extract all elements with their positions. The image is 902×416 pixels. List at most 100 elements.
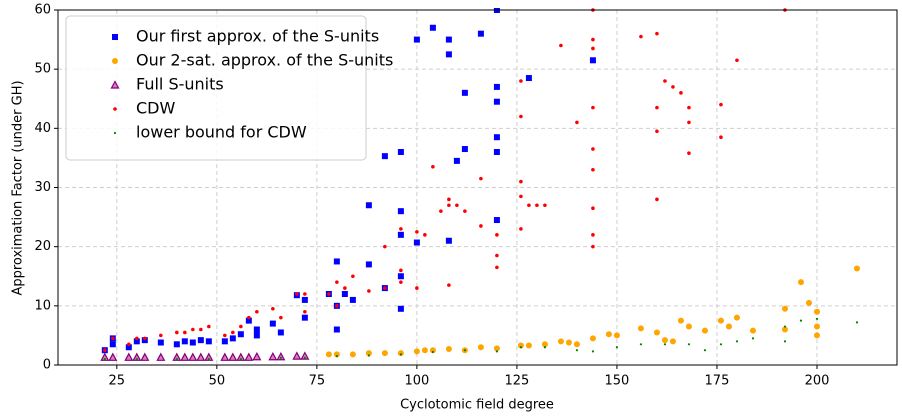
point [671,85,675,89]
point [493,345,500,352]
legend-box [65,15,367,161]
point [413,348,420,355]
point [493,134,500,141]
point [349,296,356,303]
point [271,306,275,311]
point [519,227,523,231]
y-tick-label: 10 [34,298,51,313]
point [493,98,500,105]
point [335,280,339,284]
point [493,83,500,90]
point [423,233,427,237]
point [279,356,282,359]
point [228,352,238,361]
point [783,340,787,343]
point [543,203,547,208]
point [413,239,420,246]
point [303,292,307,296]
point [477,344,484,351]
point [557,338,564,345]
point [815,317,819,320]
point [797,279,804,286]
point [279,315,283,320]
point [453,157,460,164]
point [333,351,340,358]
y-axis-label: Approximation Factor (under GH) [11,80,26,295]
point [220,352,230,361]
point [591,147,595,151]
point [783,325,787,328]
point [133,338,140,345]
point [269,320,276,327]
point [687,120,691,125]
point [605,331,612,338]
point [237,331,244,338]
point [181,338,188,345]
point [301,314,308,321]
legend-marker [112,34,118,40]
point [655,129,659,134]
point [591,167,595,172]
y-tick-label: 20 [34,239,51,254]
point [415,286,419,290]
point [519,179,523,184]
x-tick-label: 25 [109,374,126,389]
point [687,105,691,110]
point [108,352,118,361]
point [461,146,468,153]
point [687,151,691,155]
point [805,299,812,306]
point [725,323,732,330]
point [204,352,214,361]
point [399,353,402,356]
point [663,343,667,346]
point [493,149,500,155]
point [431,350,434,354]
point [447,203,451,208]
point [717,317,724,324]
point [381,153,388,160]
point [447,283,451,287]
point [781,305,788,312]
point [335,355,338,358]
legend-text: lower bound for CDW [136,123,307,142]
point [735,58,739,63]
point [301,296,308,303]
point [591,244,595,249]
point [589,57,596,64]
point [637,325,644,332]
point [399,268,403,273]
point [197,337,204,344]
point [245,317,252,324]
point [125,344,132,351]
point [175,357,178,361]
point [397,208,404,215]
points [100,8,860,361]
legend-marker [113,131,117,135]
point [399,280,403,284]
point [495,265,499,270]
point [439,209,443,213]
point [397,273,404,280]
point [429,347,436,354]
point [813,323,820,330]
point [199,327,203,332]
point [239,324,243,329]
point [367,354,370,357]
point [383,244,387,249]
point [477,30,484,37]
point [327,292,331,296]
x-tick-label: 175 [705,374,730,389]
point [341,291,348,297]
point [159,333,163,338]
point [687,343,691,346]
point [207,324,211,329]
point [535,203,539,208]
x-tick-label: 150 [605,374,630,389]
point [685,323,692,330]
point [292,351,302,360]
legend-text: CDW [136,99,175,118]
point [495,253,499,258]
point [591,46,595,51]
point [343,286,347,290]
